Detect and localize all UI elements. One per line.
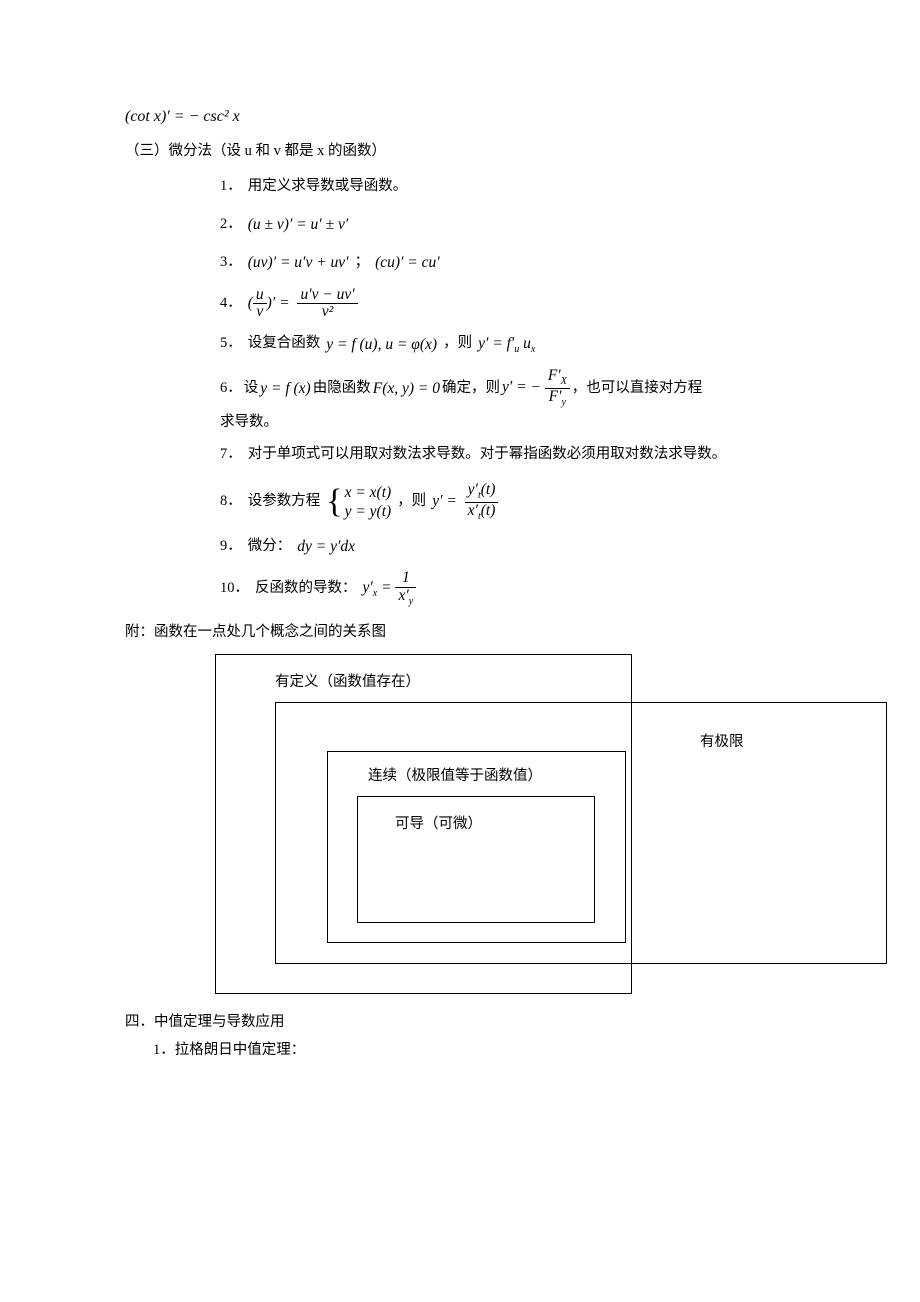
subscript: u xyxy=(514,344,519,355)
label-defined: 有定义（函数值存在） xyxy=(275,672,420,694)
separator: ； xyxy=(355,252,370,274)
math-part: y′ xyxy=(363,579,373,596)
rule-number: 8． xyxy=(220,491,242,513)
math-part: y′ = − xyxy=(502,379,541,396)
fraction-numerator: u′v − uv′ xyxy=(297,287,357,303)
math-part: F′ xyxy=(549,388,562,405)
rule-5: 5． 设复合函数 y = f (u), u = φ(x) ，则 y′ = f′u… xyxy=(220,330,820,358)
rule-text: 微分： xyxy=(248,536,292,558)
section-four-sub1: 1．拉格朗日中值定理： xyxy=(153,1040,820,1062)
math-part: y′ xyxy=(468,481,478,498)
math-part: = xyxy=(377,579,395,596)
rule-formula: dy = y′dx xyxy=(297,535,355,558)
rule-formula: y′x = 1 x′y xyxy=(363,570,417,607)
rule-8: 8． 设参数方程 { x = x(t) y = y(t) ，则 y′ = y′t… xyxy=(220,482,820,522)
rule-text: 设参数方程 xyxy=(248,491,321,513)
math-part: (t) xyxy=(481,481,496,498)
rule-formula: y = f (u), u = φ(x) xyxy=(326,333,437,356)
math-part: F′ xyxy=(548,367,561,384)
top-derivative-formula: (cot x)′ = − csc² x xyxy=(125,105,820,129)
math-part: y′ = f′ xyxy=(478,335,514,352)
subscript: X xyxy=(561,376,567,387)
fraction-denominator: F′y xyxy=(545,388,570,409)
fraction: u′v − uv′ v² xyxy=(297,287,357,321)
fraction-denominator: x′t(t) xyxy=(465,502,499,523)
rule-text: 用定义求导数或导函数。 xyxy=(248,176,408,198)
fraction-numerator: y′t(t) xyxy=(465,482,499,502)
rule-formula: y = f (x) xyxy=(260,377,310,400)
math-part: u xyxy=(523,335,531,352)
equation: y = y(t) xyxy=(345,502,392,521)
rule-number: 5． xyxy=(220,333,242,355)
rule-6: 6． 设 y = f (x) 由隐函数 F(x, y) = 0 确定，则 y′ … xyxy=(125,368,820,434)
subscript: y xyxy=(409,596,413,607)
rule-number: 9． xyxy=(220,536,242,558)
fraction-numerator: F′X xyxy=(545,368,570,388)
rule-6-continuation: 求导数。 xyxy=(220,412,820,434)
equation: x = x(t) xyxy=(345,483,392,502)
fraction-numerator: u xyxy=(253,287,267,303)
rule-text: 反函数的导数： xyxy=(255,578,357,600)
math-part: x′ xyxy=(398,587,408,604)
left-brace-icon: { xyxy=(326,485,342,519)
rule-text: 对于单项式可以用取对数法求导数。对于幂指函数必须用取对数法求导数。 xyxy=(248,444,820,466)
fraction-denominator: v² xyxy=(297,303,357,320)
differentiation-rules-list-cont: 7． 对于单项式可以用取对数法求导数。对于幂指函数必须用取对数法求导数。 8． … xyxy=(220,444,820,607)
rule-formula: (cu)′ = cu′ xyxy=(375,251,440,274)
rule-text: 由隐函数 xyxy=(313,378,371,400)
rule-number: 4． xyxy=(220,293,242,315)
appendix-title: 附：函数在一点处几个概念之间的关系图 xyxy=(125,622,820,644)
rule-formula: y′ = y′t(t) x′t(t) xyxy=(432,482,498,522)
rule-text: ，则 xyxy=(443,333,472,355)
rule-text: 设复合函数 xyxy=(248,333,321,355)
rule-2: 2． (u ± v)′ = u′ ± v′ xyxy=(220,211,820,239)
rule-formula: (u ± v)′ = u′ ± v′ xyxy=(248,213,348,236)
fraction-numerator: 1 xyxy=(395,570,416,586)
section-three-heading: （三）微分法（设 u 和 v 都是 x 的函数） xyxy=(125,141,820,163)
fraction-denominator: x′y xyxy=(395,587,416,608)
rule-4: 4． ( u v )′ = u′v − uv′ v² xyxy=(220,287,820,321)
rule-text: ，则 xyxy=(397,491,426,513)
rule-number: 1． xyxy=(220,176,242,198)
section-four-heading: 四．中值定理与导数应用 xyxy=(125,1012,820,1034)
fraction-denominator: v xyxy=(253,303,267,320)
label-has-limit: 有极限 xyxy=(700,732,744,754)
paren-close: )′ = xyxy=(267,294,290,311)
fraction: F′X F′y xyxy=(545,368,570,408)
rule-formula: y′ = f′u ux xyxy=(478,332,535,357)
parametric-system: { x = x(t) y = y(t) xyxy=(326,483,391,522)
label-differentiable: 可导（可微） xyxy=(395,814,482,836)
subscript: y xyxy=(562,397,566,408)
rule-3: 3． (uv)′ = u′v + uv′ ； (cu)′ = cu′ xyxy=(220,249,820,277)
subscript: x xyxy=(531,344,535,355)
rule-text: 设 xyxy=(244,378,259,400)
math-part: x′ xyxy=(468,502,478,519)
rule-number: 2． xyxy=(220,214,242,236)
rule-10: 10． 反函数的导数： y′x = 1 x′y xyxy=(220,570,820,607)
rule-formula: ( u v )′ = u′v − uv′ v² xyxy=(248,287,358,321)
rule-number: 6． xyxy=(220,378,242,400)
rule-1: 1． 用定义求导数或导函数。 xyxy=(220,173,820,201)
rule-number: 3． xyxy=(220,252,242,274)
rule-formula: F(x, y) = 0 xyxy=(373,377,440,400)
rule-text: 确定，则 xyxy=(442,378,500,400)
rule-7: 7． 对于单项式可以用取对数法求导数。对于幂指函数必须用取对数法求导数。 xyxy=(220,444,820,472)
fraction: u v xyxy=(253,287,267,321)
fraction: y′t(t) x′t(t) xyxy=(465,482,499,522)
differentiation-rules-list: 1． 用定义求导数或导函数。 2． (u ± v)′ = u′ ± v′ 3． … xyxy=(220,173,820,359)
rule-formula: y′ = − F′X F′y xyxy=(502,368,570,408)
fraction: 1 x′y xyxy=(395,570,416,607)
rule-number: 7． xyxy=(220,444,242,466)
label-continuous: 连续（极限值等于函数值） xyxy=(368,766,542,788)
rule-formula: (uv)′ = u′v + uv′ xyxy=(248,251,349,274)
rule-9: 9． 微分： dy = y′dx xyxy=(220,532,820,560)
math-part: (t) xyxy=(481,502,496,519)
rule-text: ，也可以直接对方程 xyxy=(572,378,703,400)
concept-relation-diagram: 有定义（函数值存在） 有极限 连续（极限值等于函数值） 可导（可微） xyxy=(185,654,885,992)
rule-number: 10． xyxy=(220,578,249,600)
math-part: y′ = xyxy=(432,493,457,510)
